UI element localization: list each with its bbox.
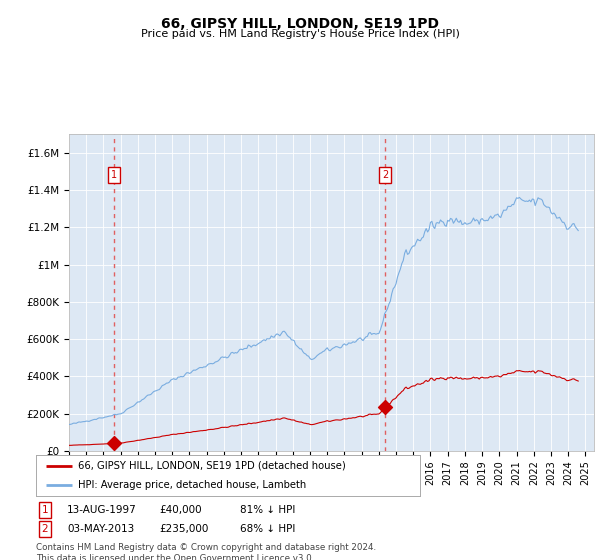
Text: HPI: Average price, detached house, Lambeth: HPI: Average price, detached house, Lamb…	[78, 480, 307, 490]
Text: 81% ↓ HPI: 81% ↓ HPI	[240, 505, 295, 515]
Text: £40,000: £40,000	[159, 505, 202, 515]
Text: Contains HM Land Registry data © Crown copyright and database right 2024.
This d: Contains HM Land Registry data © Crown c…	[36, 543, 376, 560]
Text: 2: 2	[41, 524, 49, 534]
Text: 1: 1	[41, 505, 49, 515]
Text: 66, GIPSY HILL, LONDON, SE19 1PD: 66, GIPSY HILL, LONDON, SE19 1PD	[161, 17, 439, 31]
Text: 2: 2	[382, 170, 388, 180]
Point	[109, 439, 119, 448]
Text: Price paid vs. HM Land Registry's House Price Index (HPI): Price paid vs. HM Land Registry's House …	[140, 29, 460, 39]
Text: 68% ↓ HPI: 68% ↓ HPI	[240, 524, 295, 534]
Text: 13-AUG-1997: 13-AUG-1997	[67, 505, 137, 515]
Text: £235,000: £235,000	[159, 524, 208, 534]
Text: 03-MAY-2013: 03-MAY-2013	[67, 524, 134, 534]
Point	[380, 403, 390, 412]
Text: 1: 1	[111, 170, 117, 180]
Text: 66, GIPSY HILL, LONDON, SE19 1PD (detached house): 66, GIPSY HILL, LONDON, SE19 1PD (detach…	[78, 461, 346, 471]
